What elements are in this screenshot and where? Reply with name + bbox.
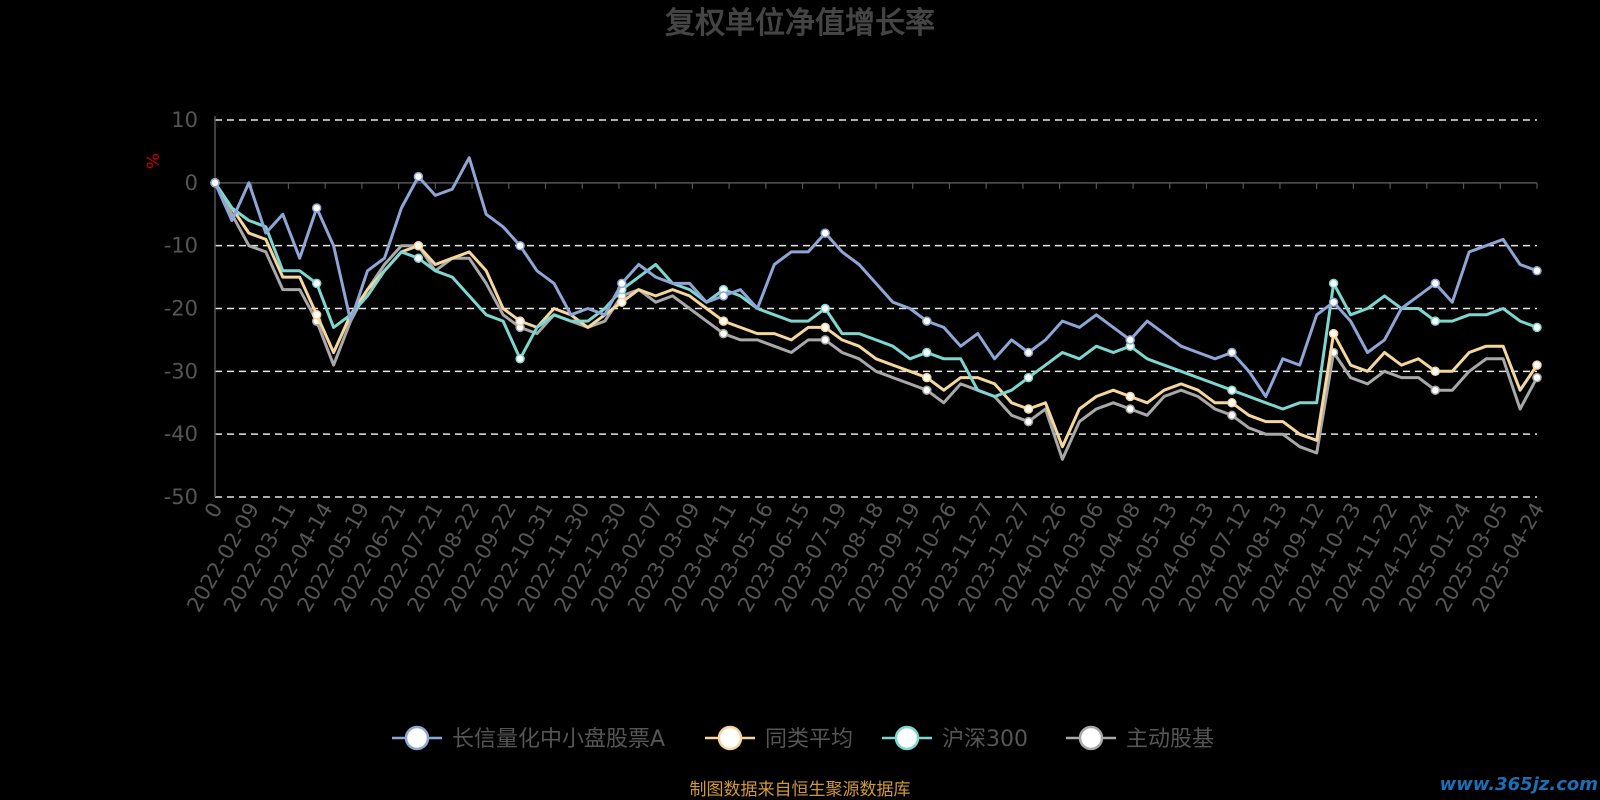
data-point: [922, 316, 932, 326]
chart-title: 复权单位净值增长率: [665, 6, 935, 41]
y-axis-unit: %: [144, 153, 164, 169]
data-point: [1430, 316, 1441, 326]
data-point: [617, 278, 627, 289]
legend: 长信量化中小盘股票A 同类平均 沪深300 主动股基: [392, 725, 1214, 752]
data-point: [1125, 335, 1135, 345]
data-point: [820, 335, 830, 345]
data-point: [515, 316, 525, 326]
data-point: [1227, 385, 1237, 395]
data-point: [1532, 360, 1542, 370]
watermark: www.365jz.com: [1440, 774, 1598, 795]
data-point: [1328, 278, 1339, 289]
legend-marker: [717, 725, 743, 751]
data-point: [820, 228, 830, 238]
data-point: [922, 347, 932, 358]
legend-marker: [1078, 725, 1104, 751]
data-point: [617, 297, 627, 307]
data-point: [413, 240, 424, 251]
data-point: [1227, 410, 1237, 421]
data-point: [515, 240, 525, 251]
series-line: [213, 182, 1539, 461]
data-point: [1227, 398, 1237, 408]
source-note: 制图数据来自恒生聚源数据库: [690, 780, 911, 800]
data-point: [718, 291, 729, 301]
data-point: [820, 303, 830, 314]
data-point: [210, 178, 220, 188]
data-point: [1227, 347, 1237, 358]
data-point: [1023, 347, 1034, 358]
series-lines: [210, 156, 1542, 461]
data-point: [922, 372, 932, 383]
legend-label: 主动股基: [1126, 727, 1214, 752]
data-point: [311, 203, 322, 213]
y-tick-label: -20: [164, 297, 198, 321]
data-point: [1125, 391, 1135, 402]
data-point: [922, 385, 932, 395]
legend-marker: [404, 725, 430, 751]
legend-marker: [894, 725, 920, 751]
data-point: [311, 278, 322, 289]
y-tick-label: 10: [171, 108, 198, 132]
data-point: [311, 310, 322, 320]
data-point: [1532, 322, 1542, 333]
data-point: [1023, 416, 1034, 427]
legend-label: 沪深300: [942, 727, 1028, 752]
x-tick-label: 0: [200, 499, 227, 523]
data-point: [718, 328, 729, 339]
series-line: [213, 181, 1538, 411]
y-tick-label: -50: [164, 485, 198, 509]
data-point: [1532, 266, 1542, 276]
data-point: [1532, 372, 1542, 383]
data-point: [1430, 366, 1441, 377]
data-point: [413, 253, 424, 263]
legend-label: 同类平均: [765, 727, 853, 752]
y-tick-label: 0: [185, 171, 198, 195]
data-point: [1023, 404, 1034, 414]
series-line: [213, 181, 1539, 449]
y-tick-label: -10: [164, 234, 198, 258]
data-point: [820, 322, 830, 333]
x-tick-labels: 02022-02-092022-03-112022-04-142022-05-1…: [182, 498, 1549, 616]
data-point: [1430, 385, 1441, 395]
data-point: [1125, 404, 1135, 414]
data-point: [413, 171, 424, 182]
data-point: [1328, 297, 1339, 307]
y-tick-label: -30: [164, 359, 198, 383]
data-point: [515, 354, 525, 364]
data-point: [1430, 278, 1441, 289]
series-line: [213, 156, 1538, 398]
y-tick-labels: 10 0 -10 -20 -30 -40 -50: [164, 108, 198, 509]
y-tick-label: -40: [164, 422, 198, 446]
data-point: [1023, 372, 1034, 383]
data-point: [1328, 328, 1339, 339]
data-point: [718, 316, 729, 326]
legend-label: 长信量化中小盘股票A: [452, 727, 665, 752]
